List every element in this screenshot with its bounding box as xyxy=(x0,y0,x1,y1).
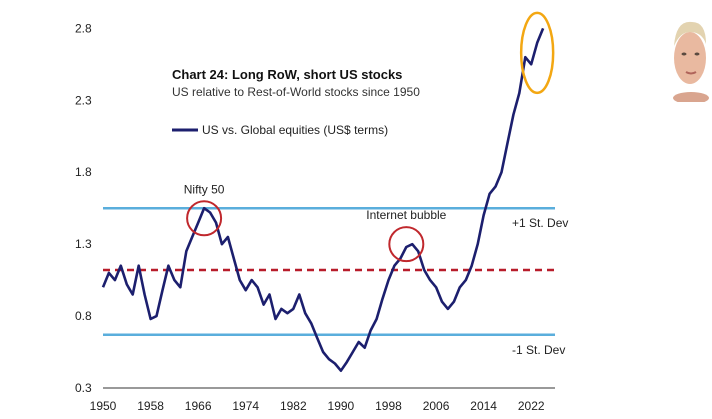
annotation-circle xyxy=(186,200,223,237)
x-tick-label: 1966 xyxy=(185,399,212,413)
legend-label: US vs. Global equities (US$ terms) xyxy=(202,123,388,137)
x-tick-label: 2014 xyxy=(470,399,497,413)
y-tick-label: 1.8 xyxy=(75,165,92,179)
annotation-label: Internet bubble xyxy=(366,208,446,222)
x-tick-label: 1990 xyxy=(328,399,355,413)
y-tick-label: 0.8 xyxy=(75,309,92,323)
reference-line-label: -1 St. Dev xyxy=(512,343,565,357)
annotation-circle xyxy=(388,226,425,263)
reference-line-label: +1 St. Dev xyxy=(512,216,568,230)
y-tick-label: 2.8 xyxy=(75,21,92,35)
series-line xyxy=(101,27,545,372)
presenter-face-image xyxy=(668,8,710,102)
y-tick-label: 1.3 xyxy=(75,237,92,251)
chart-title: Chart 24: Long RoW, short US stocks xyxy=(172,67,402,82)
y-tick-label: 0.3 xyxy=(75,381,92,395)
y-tick-label: 2.3 xyxy=(75,93,92,107)
legend: US vs. Global equities (US$ terms) xyxy=(172,123,388,137)
x-tick-label: 1974 xyxy=(232,399,259,413)
x-tick-label: 2022 xyxy=(518,399,545,413)
x-tick-label: 1950 xyxy=(90,399,117,413)
x-tick-label: 1998 xyxy=(375,399,402,413)
highlight-ellipse xyxy=(519,11,555,95)
x-tick-label: 1958 xyxy=(137,399,164,413)
annotation-label: Nifty 50 xyxy=(184,182,225,196)
x-tick-label: 1982 xyxy=(280,399,307,413)
x-tick-label: 2006 xyxy=(423,399,450,413)
chart-subtitle: US relative to Rest-of-World stocks sinc… xyxy=(172,85,420,99)
